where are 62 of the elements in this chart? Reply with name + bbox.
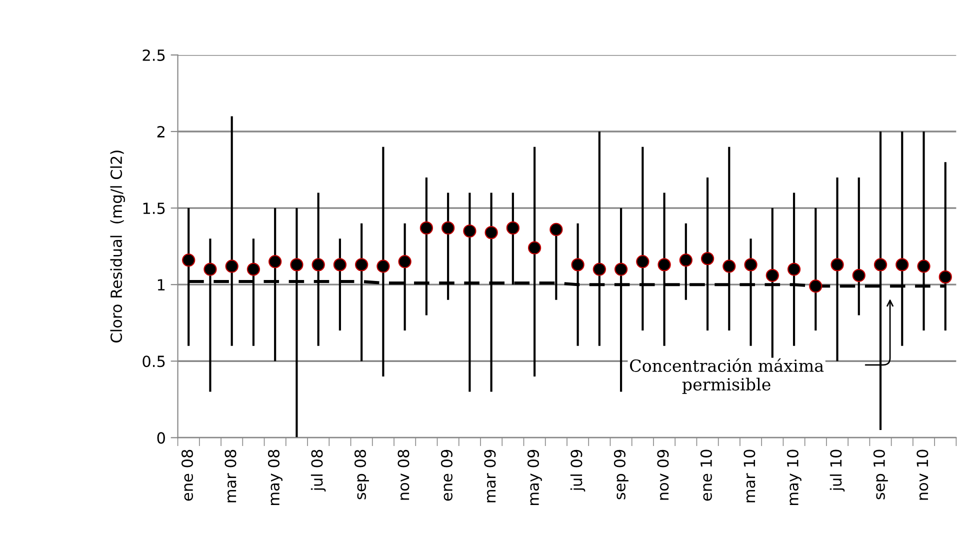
point [182,254,196,267]
point [333,258,347,272]
x-tick-label: sep 10 [873,450,888,500]
point [550,222,563,236]
y-tick-label: 2 [157,126,164,138]
point [766,268,779,282]
point [679,254,692,267]
x-tick-label: jul 08 [310,450,326,492]
point [614,262,628,276]
point [204,262,217,276]
x-tick-label: mar 09 [484,450,496,502]
x-tick-label: may 08 [268,450,282,505]
x-tick-label: may 10 [786,450,802,505]
point [225,260,238,273]
y-tick-label: 0.5 [142,356,165,368]
point [290,258,304,272]
y-tick-label: 0 [157,432,165,444]
y-tick-label: 1 [158,279,165,290]
point [312,258,325,272]
point [852,268,866,282]
annotation: Concentración máxima permisible [630,358,824,394]
x-tick-label: mar 08 [224,450,236,502]
point [420,221,434,235]
x-tick-label: may 09 [527,450,542,505]
point [896,258,909,272]
point [809,280,822,293]
x-tick-label: sep 08 [354,450,369,500]
point [636,255,650,268]
point [442,221,455,235]
point [355,258,368,272]
point [506,221,520,235]
point [658,258,671,272]
point [571,258,584,272]
x-tick-label: jul 09 [570,450,586,492]
x-tick-label: nov 10 [916,450,928,500]
x-tick-label: jul 10 [830,450,845,492]
x-tick-label: nov 08 [398,450,410,500]
point [268,255,282,268]
point [744,258,758,272]
point [700,252,714,266]
x-tick-label: nov 09 [657,450,669,500]
point [938,270,952,284]
y-tick-label: 1.5 [143,202,165,214]
point [830,258,844,272]
point [787,262,801,276]
x-tick-label: mar 10 [744,450,756,502]
point [484,226,498,240]
point [463,224,476,238]
x-tick-label: ene 10 [700,450,712,501]
x-tick-label: ene 08 [181,450,194,501]
point [246,262,260,276]
point [528,241,542,254]
point [592,262,606,276]
y-axis-title: Cloro Residual (mg/l Cl2) [110,150,126,342]
point [917,260,930,273]
x-tick-label: sep 09 [614,450,628,500]
point [722,260,736,273]
point [376,260,390,273]
x-tick-label: ene 09 [440,450,452,501]
point [398,255,412,268]
point [874,258,888,272]
y-tick-label: 2.5 [142,49,165,61]
